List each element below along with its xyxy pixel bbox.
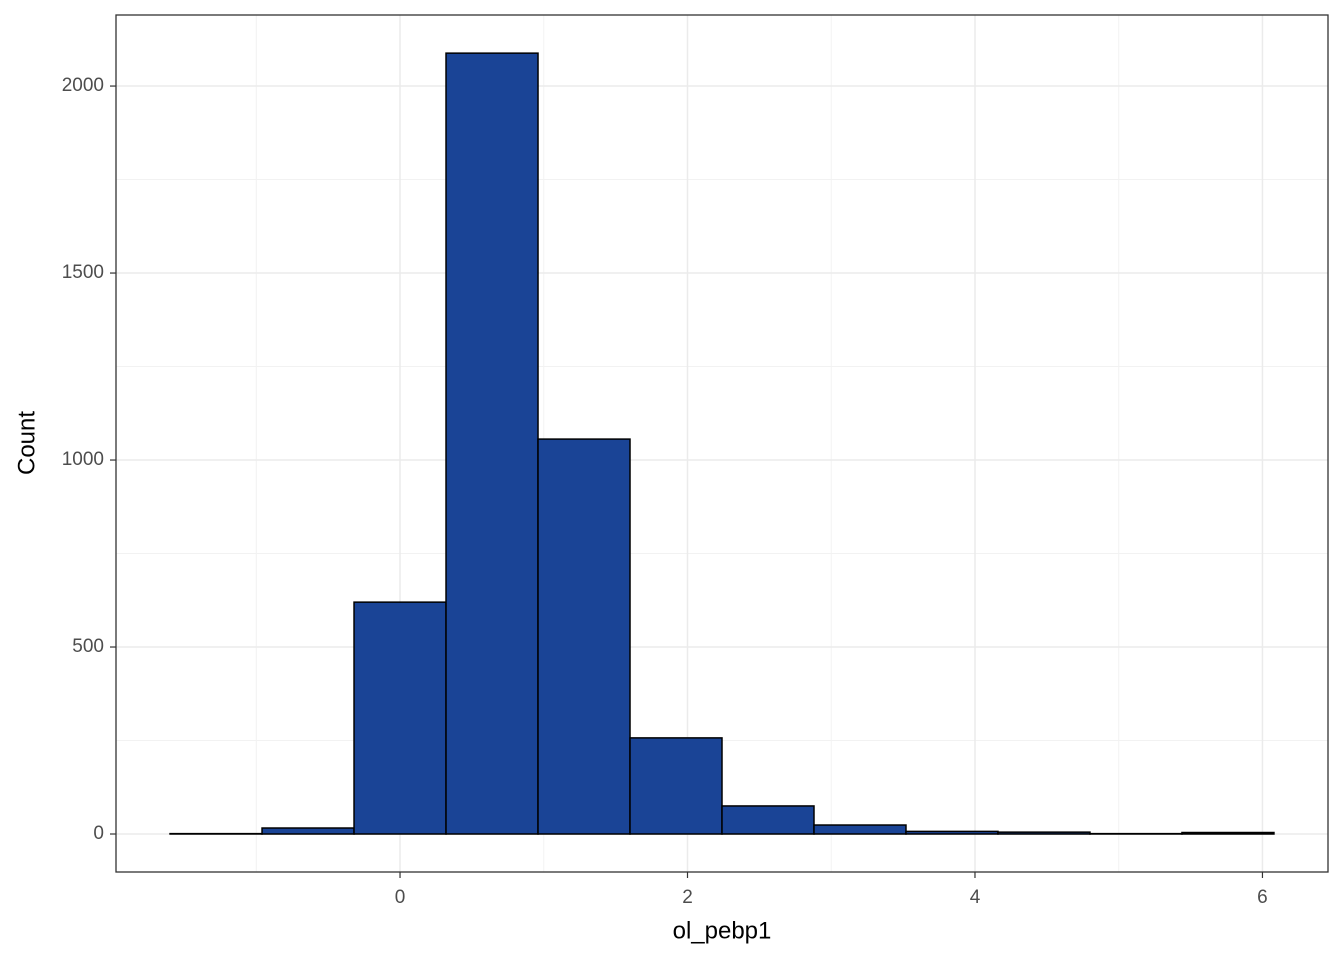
y-tick-label: 0	[93, 823, 104, 844]
y-tick-label: 500	[72, 636, 104, 657]
y-tick-label: 1000	[62, 449, 104, 470]
x-tick-label: 6	[1257, 887, 1268, 908]
panel-border	[115, 14, 1329, 873]
histogram-bar	[813, 824, 907, 835]
x-tick-label: 0	[395, 887, 406, 908]
histogram-bar	[537, 438, 631, 835]
x-axis-label: ol_pebp1	[673, 917, 772, 944]
y-axis-label: Count	[13, 411, 40, 475]
x-tick-label: 4	[970, 887, 981, 908]
y-tick-label: 2000	[62, 75, 104, 96]
histogram-bar	[353, 601, 447, 835]
histogram-bar	[905, 830, 999, 835]
histogram-bar	[261, 827, 355, 835]
histogram-bar	[997, 831, 1091, 835]
histogram-bar	[721, 805, 815, 835]
histogram-bar	[445, 52, 539, 835]
x-tick-label: 2	[682, 887, 693, 908]
y-tick-label: 1500	[62, 262, 104, 283]
histogram-bar	[629, 737, 723, 835]
histogram-bar	[1181, 831, 1275, 835]
